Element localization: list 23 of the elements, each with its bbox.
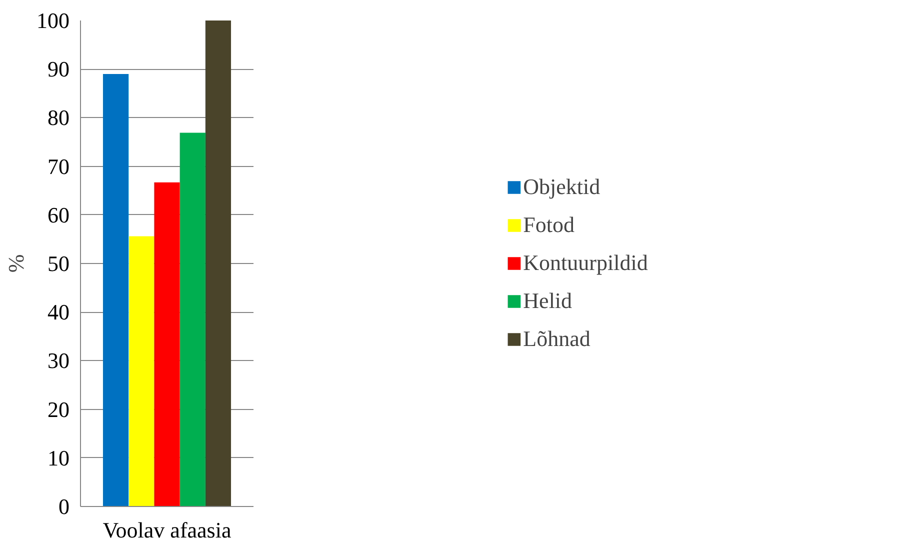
- y-tick-label: 80: [48, 105, 70, 130]
- y-tick-label: 60: [48, 202, 70, 228]
- y-tick-label: 100: [36, 8, 70, 33]
- legend-label: Objektid: [523, 174, 600, 200]
- legend-label: Lõhnad: [523, 326, 590, 352]
- y-axis-title: %: [4, 254, 28, 273]
- y-tick-label: 10: [48, 445, 70, 470]
- y-tick-label: 30: [48, 348, 70, 374]
- y-tick-label: 0: [58, 494, 70, 519]
- y-tick-label: 50: [48, 251, 70, 276]
- legend-label: Helid: [523, 288, 572, 314]
- legend-label: Kontuurpildid: [523, 250, 648, 276]
- bar: [205, 20, 232, 506]
- bar: [180, 132, 206, 506]
- y-tick-label: 70: [48, 154, 70, 179]
- y-tick-label: 90: [48, 56, 70, 82]
- legend-label: Fotod: [523, 212, 575, 238]
- x-tick-label: Voolav afaasia: [102, 518, 232, 542]
- bar: [102, 74, 129, 506]
- y-tick-label: 20: [48, 396, 70, 422]
- bar: [154, 182, 180, 506]
- y-tick-label: 40: [48, 300, 70, 325]
- bar: [128, 236, 154, 506]
